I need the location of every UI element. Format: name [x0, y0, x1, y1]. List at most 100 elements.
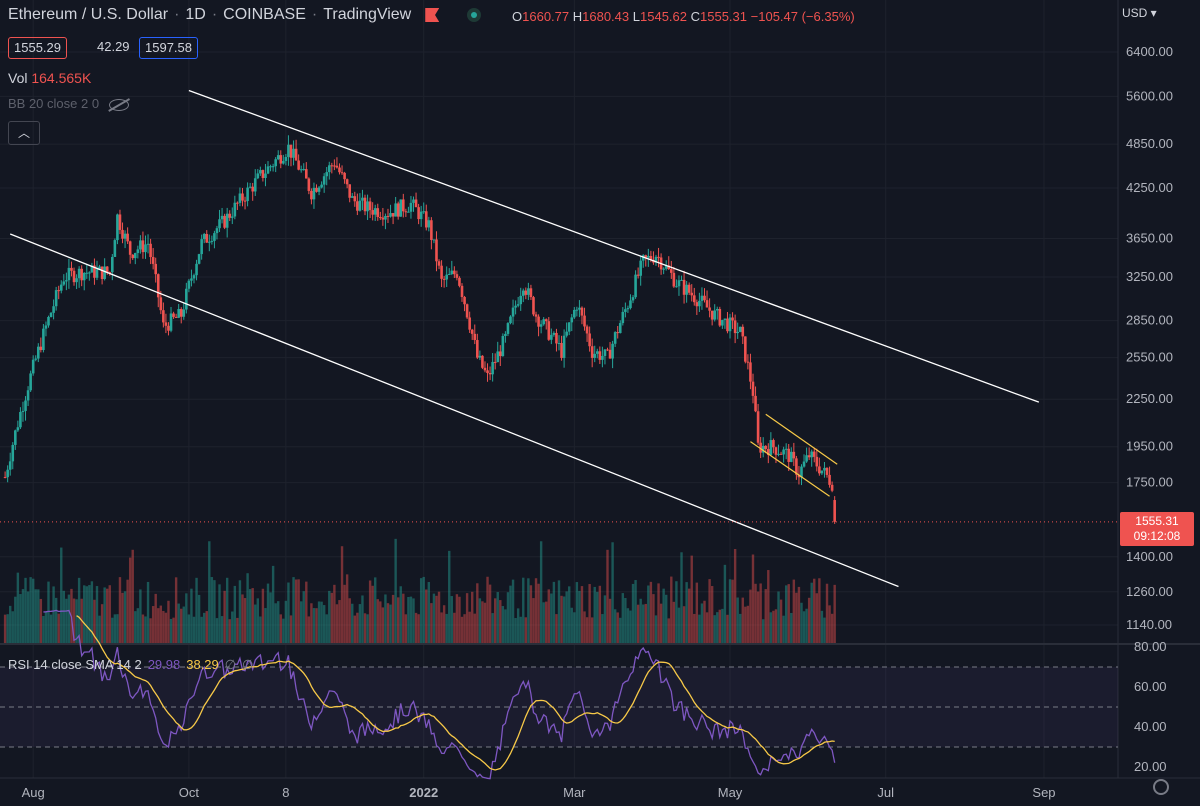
- candle-body: [741, 326, 745, 337]
- volume-bar: [624, 597, 627, 643]
- volume-bar: [619, 617, 622, 643]
- volume-bar: [437, 591, 441, 643]
- volume-bar: [596, 591, 599, 643]
- volume-bar: [532, 598, 535, 643]
- candle-body: [325, 172, 329, 177]
- candle-body: [537, 316, 540, 327]
- volume-bar: [460, 616, 464, 643]
- candle-body: [276, 155, 280, 160]
- candle-body: [317, 187, 321, 192]
- volume-bar: [818, 578, 821, 643]
- bollinger-legend[interactable]: BB 20 close 2 0: [8, 96, 130, 111]
- gear-icon[interactable]: [1153, 779, 1169, 795]
- volume-bar: [728, 579, 732, 643]
- volume-bar: [335, 604, 339, 643]
- candle-body: [685, 284, 688, 295]
- candle-body: [797, 474, 801, 478]
- candle-body: [65, 280, 68, 282]
- volume-bar: [481, 601, 484, 643]
- volume-bar: [9, 605, 12, 643]
- volume-bar: [636, 604, 640, 643]
- candle-body: [340, 172, 344, 174]
- candle-body: [82, 272, 86, 281]
- interval-label[interactable]: 1D: [185, 6, 206, 23]
- volume-bar: [374, 577, 377, 643]
- volume-bar: [42, 615, 45, 643]
- volume-bar: [767, 570, 770, 643]
- volume-bar: [458, 596, 461, 643]
- candle-body: [386, 215, 390, 217]
- volume-bar: [279, 614, 282, 643]
- candle-body: [588, 333, 591, 347]
- candle-body: [259, 170, 262, 174]
- volume-bar: [172, 617, 175, 643]
- candle-body: [241, 193, 244, 201]
- volume-bar: [448, 550, 451, 643]
- volume-bar: [705, 612, 709, 643]
- candle-body: [657, 256, 660, 258]
- volume-bar: [825, 583, 829, 643]
- volume-bar: [721, 608, 724, 643]
- candle-body: [345, 179, 349, 185]
- candle-body: [350, 196, 354, 198]
- volume-bar: [44, 611, 48, 643]
- volume-bar: [67, 594, 71, 643]
- buy-price-box[interactable]: 1597.58: [139, 37, 198, 59]
- volume-bar: [700, 603, 704, 643]
- volume-bar: [60, 547, 63, 643]
- candle-body: [141, 240, 145, 253]
- candle-body: [113, 240, 117, 257]
- hidden-eye-icon[interactable]: [109, 98, 130, 111]
- candle-body: [830, 484, 834, 491]
- volume-bar: [488, 584, 492, 643]
- candle-body: [644, 255, 648, 258]
- candle-body: [486, 370, 489, 373]
- candle-body: [353, 196, 357, 202]
- candle-body: [90, 265, 94, 273]
- volume-bar: [570, 607, 573, 643]
- candle-body: [468, 317, 471, 330]
- volume-bar: [751, 554, 755, 643]
- candle-body: [812, 451, 816, 457]
- candle-body: [641, 255, 645, 261]
- volume-bar: [297, 579, 300, 643]
- volume-bar: [606, 549, 609, 643]
- candle-body: [223, 215, 226, 228]
- volume-bar: [726, 614, 729, 643]
- volume-bar: [248, 589, 252, 643]
- volume-bar: [271, 565, 275, 643]
- symbol-header[interactable]: Ethereum / U.S. Dollar · 1D · COINBASE ·…: [8, 6, 482, 24]
- candle-body: [498, 351, 502, 357]
- candle-body: [167, 325, 170, 331]
- flag-icon[interactable]: [425, 8, 440, 22]
- volume-bar: [307, 616, 311, 643]
- candle-body: [213, 233, 216, 241]
- candle-body: [726, 318, 729, 332]
- volume-bar: [718, 609, 722, 643]
- volume-bar: [409, 596, 413, 643]
- candle-body: [527, 288, 530, 295]
- source-label: TradingView: [323, 6, 412, 23]
- candle-body: [379, 217, 382, 219]
- candle-body: [373, 208, 377, 215]
- volume-bar: [642, 604, 645, 643]
- candle-body: [629, 300, 632, 309]
- price-tick-label: 1750.00: [1126, 475, 1173, 490]
- candle-body: [481, 355, 484, 368]
- candle-body: [282, 160, 285, 164]
- currency-selector[interactable]: USD ▾: [1122, 6, 1157, 20]
- channel-line: [750, 441, 830, 497]
- candle-body: [139, 240, 142, 250]
- candle-body: [391, 213, 395, 217]
- volume-bar: [560, 595, 563, 643]
- candle-body: [511, 307, 515, 317]
- volume-bar: [3, 614, 7, 643]
- sell-price-box[interactable]: 1555.29: [8, 37, 67, 59]
- candle-body: [389, 213, 392, 217]
- collapse-legend-button[interactable]: ︿: [8, 121, 40, 145]
- symbol-title[interactable]: Ethereum / U.S. Dollar: [8, 6, 169, 23]
- candle-body: [649, 255, 653, 260]
- volume-bar: [639, 598, 642, 643]
- candle-body: [105, 266, 109, 273]
